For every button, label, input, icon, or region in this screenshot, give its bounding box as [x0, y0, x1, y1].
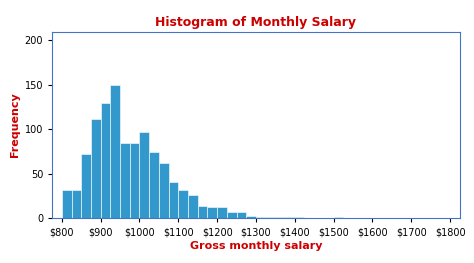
Bar — [159, 163, 169, 218]
Bar — [246, 216, 256, 218]
Bar — [62, 190, 72, 218]
Y-axis label: Frequency: Frequency — [10, 93, 20, 157]
Bar — [217, 207, 227, 218]
Bar — [208, 207, 217, 218]
Bar — [149, 151, 159, 218]
Bar — [72, 190, 81, 218]
Bar — [198, 206, 208, 218]
Bar — [81, 154, 91, 218]
Bar — [178, 190, 188, 218]
Bar — [110, 85, 120, 218]
Bar — [169, 182, 178, 218]
Bar — [120, 143, 130, 218]
Bar — [227, 212, 237, 218]
Bar — [237, 212, 246, 218]
Bar — [139, 132, 149, 218]
Bar — [188, 195, 198, 218]
Bar — [100, 103, 110, 218]
Bar — [130, 143, 139, 218]
Bar — [91, 119, 100, 218]
Title: Histogram of Monthly Salary: Histogram of Monthly Salary — [155, 16, 356, 29]
X-axis label: Gross monthly salary: Gross monthly salary — [190, 241, 322, 251]
